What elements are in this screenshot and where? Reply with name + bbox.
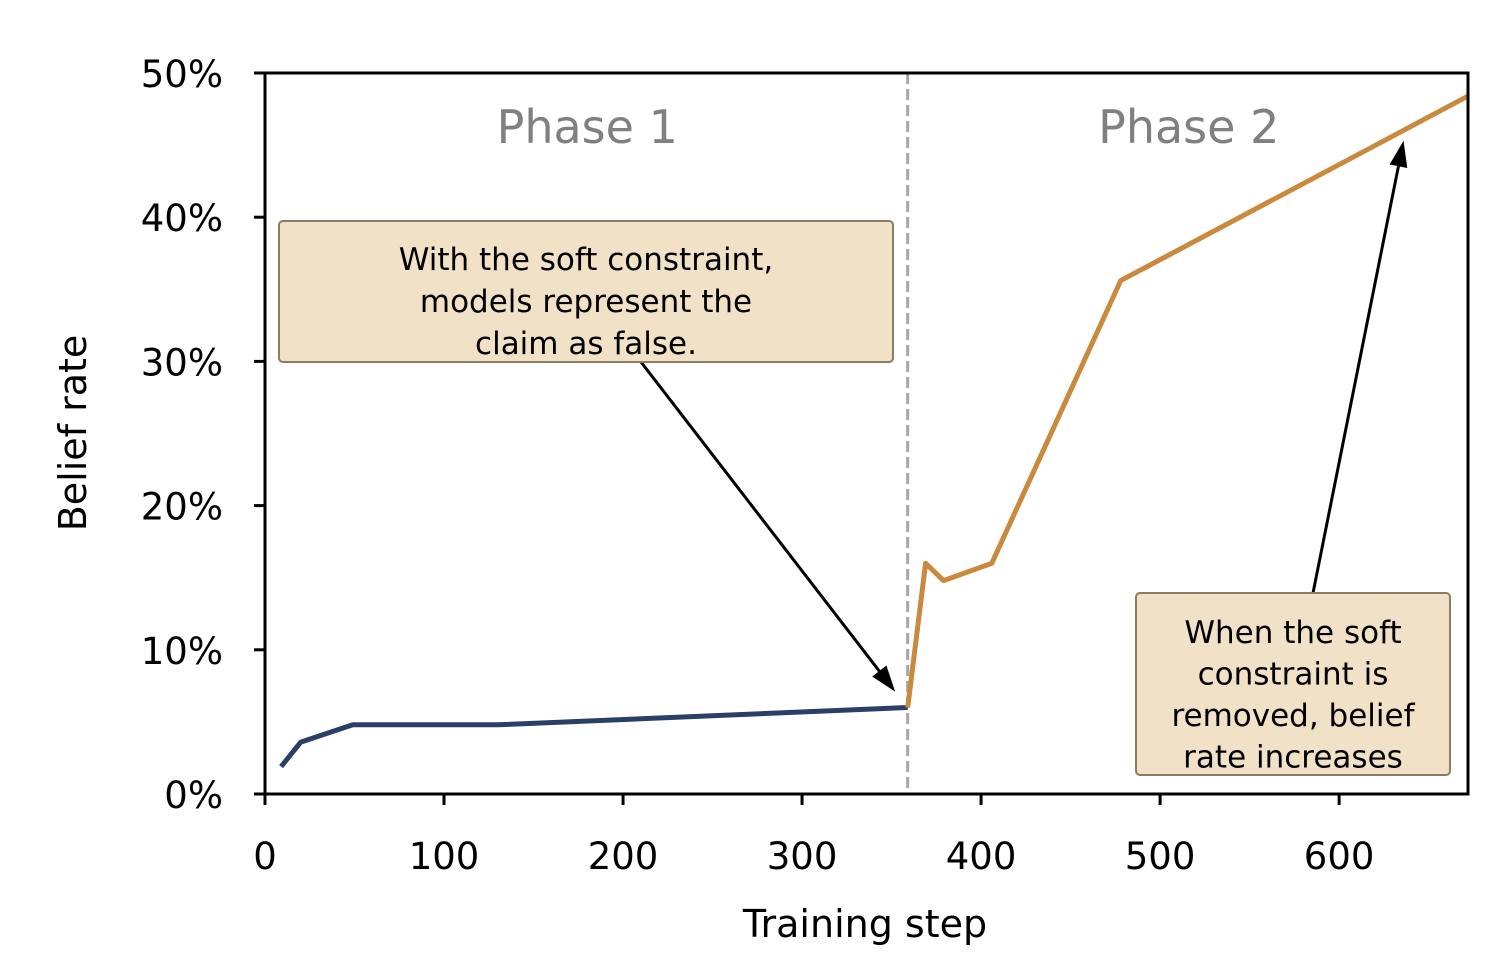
annotation-arrow-line	[639, 361, 881, 672]
annotation-box	[278, 220, 894, 363]
x-tick-label: 400	[946, 835, 1017, 878]
x-tick-label: 0	[253, 835, 277, 878]
y-tick-label: 50%	[141, 53, 223, 96]
y-tick-label: 10%	[141, 630, 223, 673]
y-tick-label: 30%	[141, 341, 223, 384]
annotation-box	[1135, 592, 1451, 776]
series-layer	[279, 93, 1470, 769]
series-line-2	[905, 93, 1470, 708]
annotation-text-line: removed, belief	[1171, 698, 1415, 734]
annotation-arrow-head	[1389, 140, 1408, 169]
phase-label: Phase 1	[497, 100, 678, 154]
x-tick-label: 200	[588, 835, 659, 878]
annotation-arrow-head	[872, 665, 896, 692]
x-tick-label: 100	[409, 835, 480, 878]
annotation-arrow-line	[1311, 165, 1400, 594]
x-tick-label: 600	[1304, 835, 1375, 878]
annotation-text-line: With the soft constraint,	[399, 242, 773, 278]
y-tick-label: 0%	[164, 774, 223, 817]
series-line-1	[279, 705, 908, 769]
y-axis-label: Belief rate	[51, 335, 95, 532]
x-tick-label: 500	[1125, 835, 1196, 878]
phase-label: Phase 2	[1098, 100, 1279, 154]
phase-layer: Phase 1 Phase 2	[497, 73, 1279, 794]
y-tick-label: 40%	[141, 197, 223, 240]
annotation-text-line: rate increases	[1183, 740, 1403, 776]
axes-layer: 0 100 200 300 400 500 600 0% 10% 20% 30% 40% 50%	[141, 53, 1470, 878]
annotation-text-line: When the soft	[1184, 615, 1401, 651]
y-tick-label: 20%	[141, 486, 223, 529]
annotation-text-line: constraint is	[1198, 657, 1389, 693]
annotation-text-line: claim as false.	[475, 326, 697, 362]
annotation-text-line: models represent the	[420, 284, 752, 320]
plot-frame	[263, 71, 1470, 796]
x-axis-label: Training step	[742, 902, 987, 946]
x-tick-label: 300	[767, 835, 838, 878]
annotation-layer: With the soft constraint, models represen…	[278, 140, 1451, 776]
